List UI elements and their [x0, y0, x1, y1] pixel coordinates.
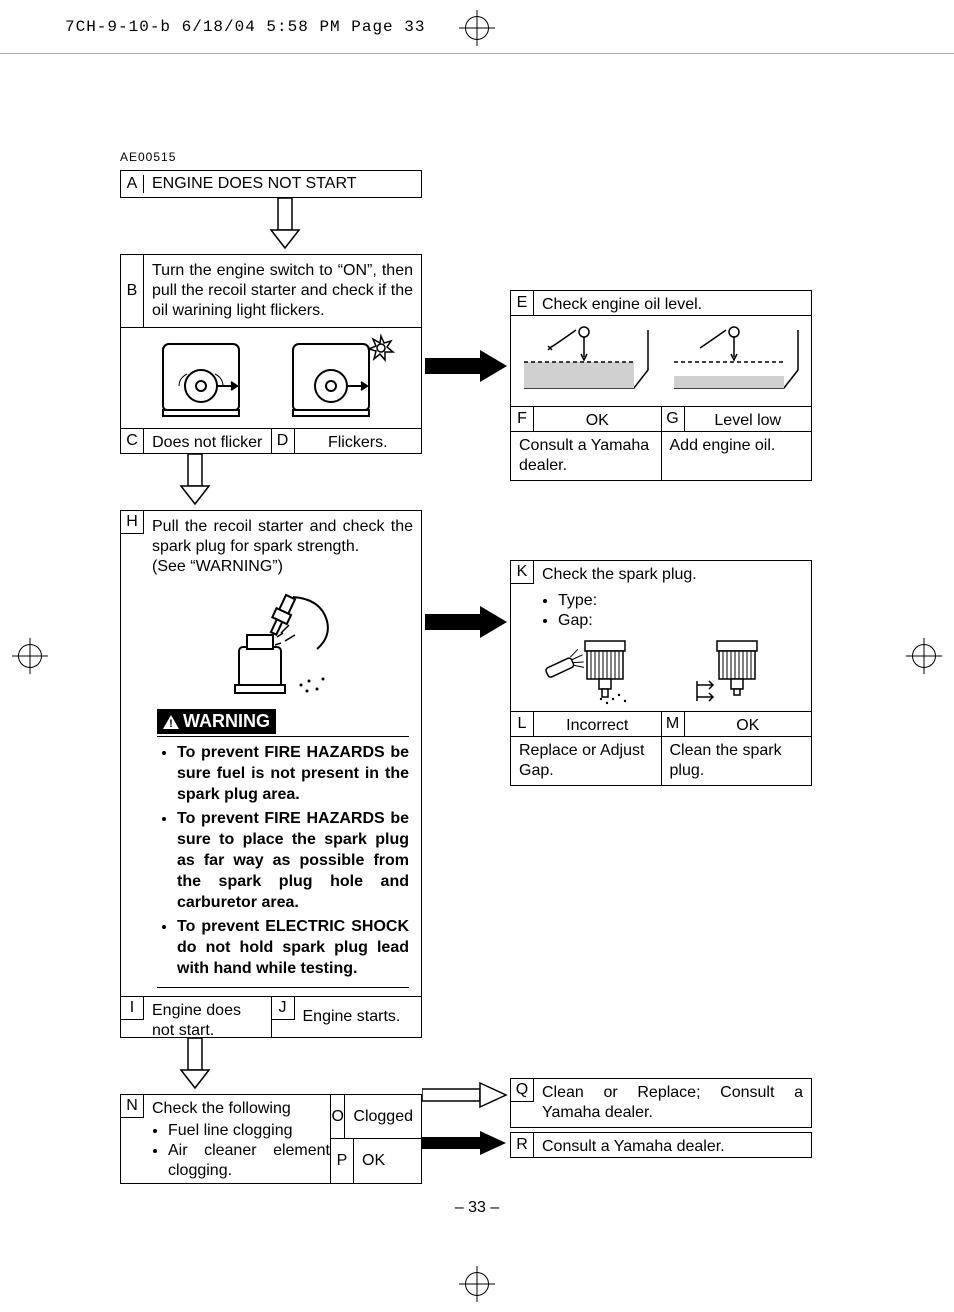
box-c-letter: C [121, 429, 144, 453]
box-g-text: Level low [685, 407, 812, 431]
box-q: Q Clean or Replace; Consult a Yamaha dea… [510, 1078, 812, 1128]
doc-ref: AE00515 [120, 150, 840, 164]
box-b-text: Turn the engine switch to “ON”, then pul… [144, 255, 421, 327]
box-m-action: Clean the spark plug. [662, 737, 812, 785]
box-e-text: Check engine oil level. [534, 291, 811, 315]
box-d-text: Flickers. [295, 429, 422, 453]
box-n-list: Fuel line clogging Air cleaner element c… [144, 1121, 330, 1181]
box-i-letter: I [121, 997, 144, 1020]
box-n-letter: N [121, 1095, 144, 1118]
box-p-letter: P [331, 1139, 354, 1183]
warning-label: WARNING [183, 711, 270, 732]
box-q-text: Clean or Replace; Consult a Yamaha deale… [534, 1079, 811, 1127]
box-e: E Check engine oil level. [510, 290, 812, 481]
header-rule [0, 53, 954, 54]
box-d-letter: D [272, 429, 295, 453]
warning-item-2: To prevent FIRE HAZARDS be sure to place… [177, 809, 409, 913]
arrow-d-e [425, 346, 510, 386]
warning-item-3: To prevent ELECTRIC SHOCK do not hold sp… [177, 917, 409, 979]
box-n: N Check the following Fuel line clogging… [120, 1094, 422, 1184]
box-h-line1: Pull the recoil starter and check the sp… [152, 518, 413, 555]
box-h: H Pull the recoil starter and check the … [120, 510, 422, 1038]
box-f-text: OK [534, 407, 661, 431]
box-h-letter: H [121, 511, 144, 534]
box-b-letter: B [121, 255, 144, 327]
box-o-letter: O [331, 1095, 345, 1139]
generator-pair-icon [141, 332, 401, 424]
box-l-letter: L [511, 712, 534, 736]
running-header: 7CH-9-10-b 6/18/04 5:58 PM Page 33 [65, 18, 425, 36]
arrow-p-r [422, 1128, 510, 1158]
box-b-illustration [121, 328, 421, 428]
box-a: A ENGINE DOES NOT START [120, 170, 422, 198]
oil-level-illustration [511, 316, 811, 406]
box-o-text: Clogged [345, 1095, 421, 1139]
box-b: B Turn the engine switch to “ON”, then p… [120, 254, 422, 454]
crop-mark-right [906, 638, 942, 674]
page-number: – 33 – [0, 1199, 954, 1217]
box-r: R Consult a Yamaha dealer. [510, 1132, 812, 1158]
crop-mark-left [12, 638, 48, 674]
arrow-o-q [422, 1080, 510, 1110]
box-k-type: Type: [558, 591, 811, 611]
box-r-text: Consult a Yamaha dealer. [534, 1133, 811, 1157]
sparkplug-illustration [511, 633, 811, 711]
warning-badge: ! WARNING [157, 709, 276, 734]
box-r-letter: R [511, 1133, 534, 1157]
box-l-text: Incorrect [534, 712, 661, 736]
warning-item-1: To prevent FIRE HAZARDS be sure fuel is … [177, 743, 409, 805]
box-g-action: Add engine oil. [662, 432, 812, 480]
box-j-letter: J [272, 997, 295, 1020]
crop-mark-bottom [459, 1266, 495, 1302]
box-e-letter: E [511, 291, 534, 315]
box-f-letter: F [511, 407, 534, 431]
spark-test-illustration [121, 583, 421, 705]
svg-text:!: ! [169, 718, 173, 729]
box-k-text: Check the spark plug. [534, 561, 811, 589]
box-m-letter: M [662, 712, 685, 736]
arrow-i-n [175, 1038, 215, 1094]
box-c-text: Does not flicker [144, 429, 271, 453]
box-n-b2: Air cleaner element clogging. [168, 1141, 330, 1181]
box-a-text: ENGINE DOES NOT START [144, 170, 421, 198]
box-k: K Check the spark plug. Type: Gap: [510, 560, 812, 786]
box-a-letter: A [121, 175, 144, 193]
box-k-list: Type: Gap: [534, 591, 811, 631]
arrow-b-h [175, 454, 215, 510]
box-n-b1: Fuel line clogging [168, 1121, 330, 1141]
box-i-text: Engine does not start. [144, 997, 271, 1037]
box-l-action: Replace or Adjust Gap. [511, 737, 662, 785]
box-p-text: OK [354, 1139, 421, 1183]
arrow-a-b [265, 198, 305, 254]
box-f-action: Consult a Yamaha dealer. [511, 432, 662, 480]
box-q-letter: Q [511, 1079, 534, 1102]
box-j-text: Engine starts. [295, 997, 422, 1037]
box-k-letter: K [511, 561, 534, 584]
box-k-gap: Gap: [558, 611, 811, 631]
arrow-h-k [425, 602, 510, 642]
box-m-text: OK [685, 712, 812, 736]
box-h-line2: (See “WARNING”) [152, 558, 283, 575]
page: 7CH-9-10-b 6/18/04 5:58 PM Page 33 AE005… [0, 0, 954, 1312]
box-g-letter: G [662, 407, 685, 431]
crop-mark-top [459, 10, 495, 46]
box-n-text: Check the following [144, 1095, 330, 1119]
box-h-text: Pull the recoil starter and check the sp… [144, 511, 421, 583]
warning-block: ! WARNING To prevent FIRE HAZARDS be sur… [121, 705, 421, 996]
flowchart-canvas: AE00515 A ENGINE DOES NOT START B Turn t… [120, 150, 840, 1184]
